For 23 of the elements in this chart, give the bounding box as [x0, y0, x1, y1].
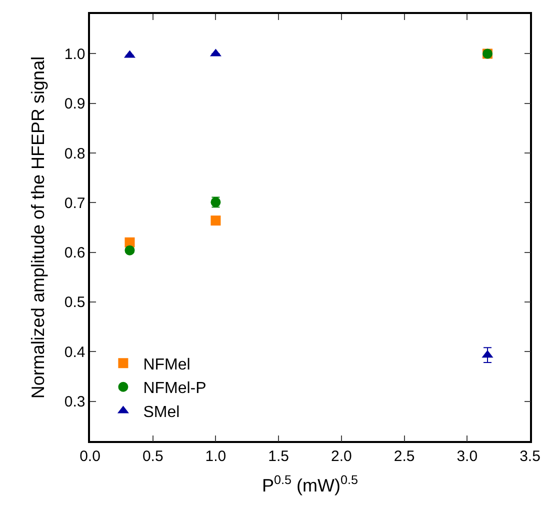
y-tick-label: 0.9	[64, 96, 86, 113]
x-tick-label: 1.0	[205, 448, 226, 465]
point	[210, 216, 221, 226]
x-tick-label: 3.0	[456, 448, 478, 465]
y-tick-label: 0.8	[64, 145, 86, 162]
x-tick-label: 0.5	[142, 448, 164, 465]
y-tick-label: 0.3	[64, 394, 86, 411]
y-tick-label: 0.6	[64, 244, 86, 262]
legend-label: SMel	[143, 404, 180, 421]
y-tick-label: 0.4	[64, 344, 86, 361]
y-axis-title: Normalized amplitude of the HFEPR signal	[28, 56, 48, 399]
y-tick-label: 1.0	[64, 46, 86, 63]
legend-label: NFMel-P	[143, 380, 206, 398]
x-tick-label: 3.5	[520, 448, 540, 465]
x-axis-title: P$^{0.5}$ (mW)$^{0.5}$	[262, 472, 358, 496]
x-tick-label: 1.5	[268, 448, 289, 465]
y-tick-label: 0.7	[64, 194, 86, 212]
x-tick-label: 2.5	[394, 448, 415, 465]
y-tick-label: 0.5	[64, 294, 86, 312]
legend-label: NFMel	[143, 356, 190, 374]
point	[124, 245, 135, 256]
x-tick-label: 2.0	[331, 448, 352, 465]
x-tick-label: 0.0	[80, 448, 100, 465]
